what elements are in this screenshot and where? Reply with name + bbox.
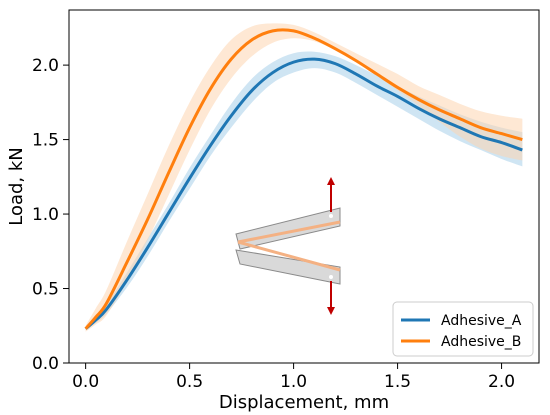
y-tick-label: 0.0: [32, 354, 59, 374]
series-line-Adhesive_B: [84, 28, 523, 330]
lower-adhesive-layer: [237, 240, 341, 272]
load-pin-bottom: [329, 275, 333, 279]
x-tick-label: 0.0: [72, 372, 99, 392]
x-axis: 0.0 0.5 1.0 1.5 2.0: [72, 363, 515, 392]
series-lines: [84, 28, 523, 330]
band-Adhesive_B: [85, 23, 523, 332]
x-tick-label: 2.0: [488, 372, 515, 392]
specimen-inset: [235, 177, 341, 315]
legend-entry: Adhesive_A: [441, 313, 522, 329]
plot-frame: [68, 9, 540, 364]
y-tick-label: 0.5: [32, 280, 59, 300]
upper-beam: [235, 207, 341, 250]
y-axis: 0.0 0.5 1.0 1.5 2.0: [32, 56, 69, 374]
y-tick-label: 1.0: [32, 205, 59, 225]
x-tick-label: 1.5: [384, 372, 411, 392]
confidence-bands: [85, 23, 523, 332]
y-tick-label: 1.5: [32, 131, 59, 151]
series-line-Adhesive_A: [84, 57, 523, 330]
x-tick-label: 0.5: [176, 372, 203, 392]
legend: Adhesive_A Adhesive_B: [392, 301, 534, 357]
load-arrow-up-head: [327, 177, 335, 185]
x-tick-label: 1.0: [280, 372, 307, 392]
x-axis-title: Displacement, mm: [219, 392, 389, 413]
y-tick-label: 2.0: [32, 56, 59, 76]
legend-entry: Adhesive_B: [441, 334, 521, 350]
load-arrow-down-head: [327, 307, 335, 315]
y-axis-title: Load, kN: [6, 147, 27, 226]
upper-adhesive-layer: [237, 220, 341, 244]
load-pin-top: [329, 214, 333, 218]
